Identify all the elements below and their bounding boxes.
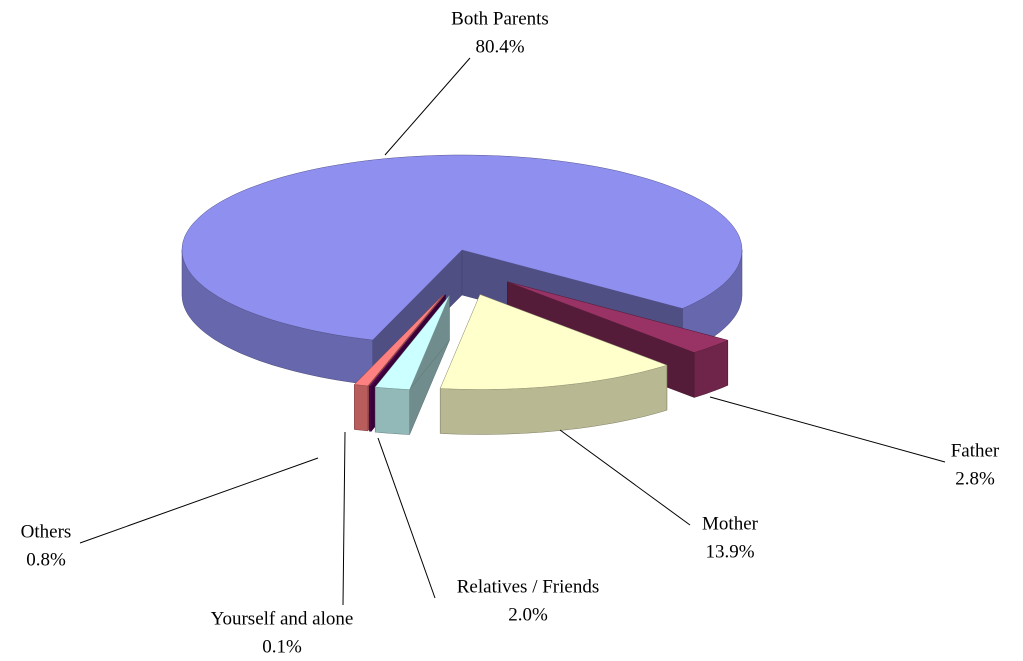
slice-value-label: 13.9%	[705, 541, 754, 562]
slice-label: Others	[21, 521, 72, 542]
slice-label: Mother	[702, 513, 759, 534]
slice-top	[369, 294, 446, 387]
slice-top	[374, 295, 450, 390]
leader-line	[559, 429, 691, 526]
slice-top	[181, 154, 743, 341]
leader-line	[342, 431, 346, 606]
slice-top	[507, 281, 729, 353]
slice-top	[439, 294, 668, 390]
slice-value-label: 2.8%	[955, 468, 995, 489]
slice-side	[374, 386, 410, 435]
slice-value-label: 0.1%	[262, 636, 302, 657]
slice-label: Relatives / Friends	[457, 576, 599, 597]
slice-label: Both Parents	[451, 8, 549, 29]
leader-line	[79, 457, 319, 544]
leader-line	[709, 396, 946, 463]
leader-line	[377, 437, 436, 599]
leader-line	[384, 57, 471, 156]
slice-label: Father	[951, 440, 1000, 461]
slice-label: Yourself and alone	[211, 608, 354, 629]
slice-side	[369, 385, 372, 432]
slice-value-label: 0.8%	[26, 549, 66, 570]
slice-top	[353, 294, 444, 387]
slice-value-label: 80.4%	[475, 36, 524, 57]
slice-side	[354, 384, 369, 432]
slice-value-label: 2.0%	[508, 604, 548, 625]
